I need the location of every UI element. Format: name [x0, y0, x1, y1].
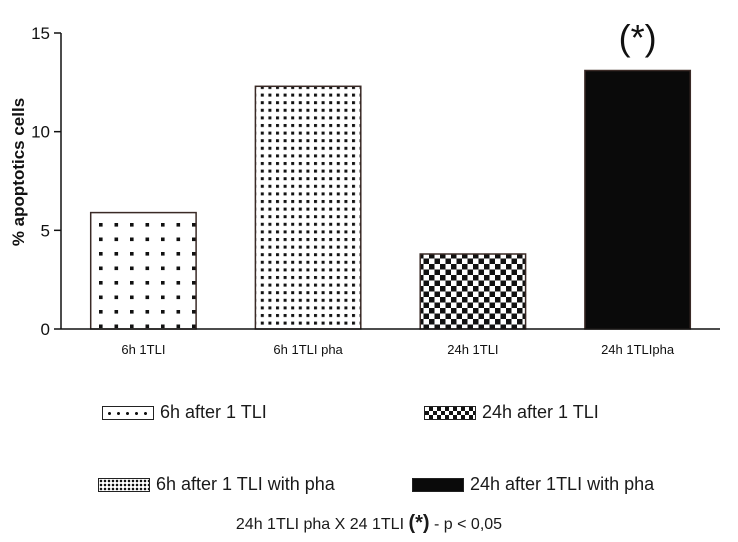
footnote-suffix: - p < 0,05: [429, 516, 503, 533]
y-tick-label: 5: [41, 221, 50, 240]
x-tick-label: 24h 1TLIpha: [601, 342, 675, 357]
bars-group: [89, 69, 692, 330]
legend-item-6h-after-1-tli: 6h after 1 TLI: [102, 402, 267, 423]
legend-label: 6h after 1 TLI: [160, 402, 267, 422]
legend-label: 24h after 1TLI with pha: [470, 474, 655, 494]
x-tick-label: 24h 1TLI: [447, 342, 498, 357]
y-tick-label: 0: [41, 320, 50, 339]
legend-item-6h-after-1-tli-with-pha: 6h after 1 TLI with pha: [98, 474, 335, 495]
x-labels-group: 6h 1TLI 6h 1TLI pha 24h 1TLI 24h 1TLIpha: [121, 342, 675, 357]
footnote-star: (*): [408, 512, 430, 534]
y-axis-label: % apoptotics cells: [9, 98, 28, 246]
significance-footnote: 24h 1TLI pha X 24 1TLI (*) - p < 0,05: [0, 512, 738, 535]
legend-label: 6h after 1 TLI with pha: [156, 474, 335, 494]
y-ticks-group: 0 5 10 15: [31, 24, 61, 339]
bar-24h-1tli: [419, 253, 527, 330]
legend-label: 24h after 1 TLI: [482, 402, 599, 422]
legend-swatch-solid: [412, 477, 464, 492]
legend-swatch-checkerboard: [424, 405, 476, 420]
y-tick-label: 10: [31, 123, 50, 142]
x-tick-label: 6h 1TLI: [121, 342, 165, 357]
significance-annotation: (*): [619, 17, 657, 58]
legend-item-24h-after-1tli-with-pha: 24h after 1TLI with pha: [412, 474, 654, 495]
legend-item-24h-after-1-tli: 24h after 1 TLI: [424, 402, 599, 423]
legend-swatch-dense-dots: [98, 477, 150, 492]
bar-6h-1tli-pha: [254, 85, 362, 330]
bar-24h-1tlipha: [584, 69, 692, 330]
y-tick-label: 15: [31, 24, 50, 43]
bar-6h-1tli: [89, 211, 197, 330]
x-tick-label: 6h 1TLI pha: [273, 342, 343, 357]
legend-swatch-sparse-dots: [102, 405, 154, 420]
footnote-prefix: 24h 1TLI pha X 24 1TLI: [235, 516, 409, 533]
